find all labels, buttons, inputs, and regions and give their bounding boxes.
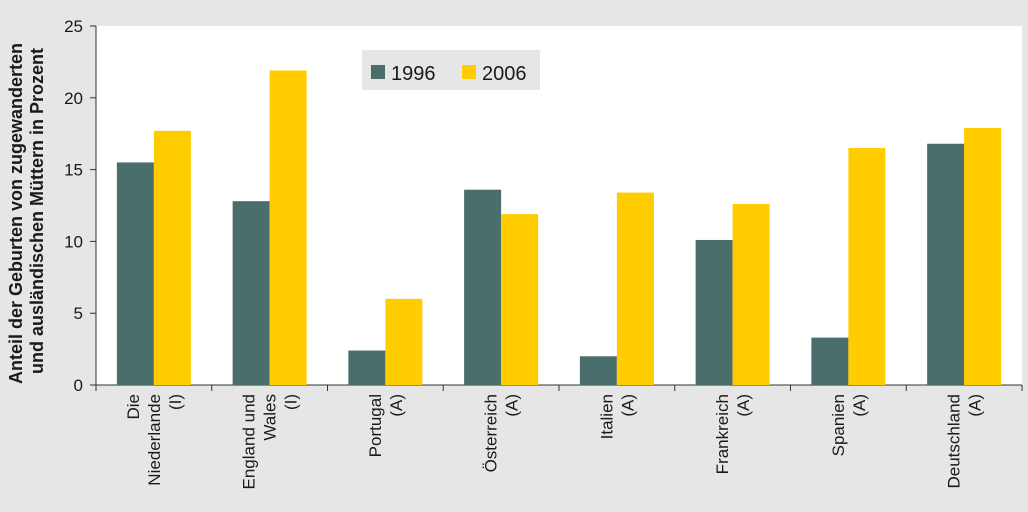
- x-category-label-line: Italien: [597, 394, 616, 439]
- x-category-label-line: (A): [850, 394, 869, 417]
- x-category-label-line: Frankreich: [713, 394, 732, 474]
- bar-1996-5: [695, 239, 733, 385]
- bar-2006-0: [153, 130, 191, 385]
- x-category-label-line: Die: [124, 394, 143, 420]
- x-category-label: Portugal (A): [366, 394, 406, 457]
- y-tick-label: 5: [74, 304, 83, 323]
- y-tick-label: 15: [64, 161, 83, 180]
- y-tick-label: 10: [64, 232, 83, 251]
- legend-box: [362, 50, 540, 90]
- bar-2006-2: [385, 298, 423, 385]
- legend: 1996 2006: [362, 50, 540, 90]
- x-category-label-line: Wales: [261, 394, 280, 441]
- y-axis: 0 5 10 15 20 25: [64, 17, 97, 395]
- x-category-label-line: (A): [734, 394, 753, 417]
- legend-label-2006: 2006: [482, 63, 527, 85]
- x-category-label-line: (A): [966, 394, 985, 417]
- category-labels: Die Niederlande (I) England und Wales (I) Port…: [124, 394, 985, 489]
- x-category-label-line: (A): [618, 394, 637, 417]
- bar-1996-6: [811, 337, 849, 385]
- x-category-label-line: (I): [166, 394, 185, 410]
- x-category-label: Italien (A): [597, 394, 637, 439]
- y-axis-title-line-2: und ausländischen Müttern in Prozent: [27, 48, 47, 374]
- y-axis-title-line-1: Anteil der Geburten von zugewanderten: [6, 43, 26, 384]
- x-category-label-line: England und: [240, 394, 259, 489]
- x-category-label-line: (A): [503, 394, 522, 417]
- legend-swatch-1996: [371, 65, 385, 79]
- x-category-label-line: Niederlande: [145, 394, 164, 486]
- bar-2006-3: [501, 214, 539, 385]
- x-category-label-line: Spanien: [829, 394, 848, 456]
- bar-2006-6: [848, 148, 886, 385]
- bar-1996-0: [116, 162, 154, 385]
- x-category-label-line: Deutschland: [945, 394, 964, 489]
- x-category-label-line: (I): [282, 394, 301, 410]
- y-tick-label: 0: [74, 376, 83, 395]
- x-category-label: Spanien (A): [829, 394, 869, 456]
- bar-2006-4: [616, 192, 654, 385]
- bar-1996-7: [927, 143, 965, 385]
- bar-1996-1: [232, 201, 270, 385]
- x-category-label: Österreich (A): [482, 394, 522, 472]
- bar-1996-3: [464, 189, 502, 385]
- x-category-label: Deutschland (A): [945, 394, 985, 489]
- x-category-label: Frankreich (A): [713, 394, 753, 474]
- legend-label-1996: 1996: [391, 63, 436, 85]
- bar-2006-1: [269, 70, 307, 386]
- bar-1996-2: [348, 350, 386, 385]
- y-tick-label: 25: [64, 17, 83, 36]
- y-tick-label: 20: [64, 89, 83, 108]
- x-category-label-line: (A): [387, 394, 406, 417]
- bars: [116, 70, 1002, 386]
- x-category-label: Die Niederlande (I): [124, 394, 185, 486]
- y-axis-title: Anteil der Geburten von zugewanderten un…: [6, 38, 47, 384]
- x-category-label-line: Portugal: [366, 394, 385, 457]
- x-category-label: England und Wales (I): [240, 394, 301, 489]
- bar-2006-5: [732, 204, 770, 385]
- bar-1996-4: [579, 356, 617, 385]
- bar-2006-7: [964, 127, 1002, 386]
- legend-swatch-2006: [462, 65, 476, 79]
- x-axis: [95, 384, 1023, 391]
- x-category-label-line: Österreich: [482, 394, 501, 472]
